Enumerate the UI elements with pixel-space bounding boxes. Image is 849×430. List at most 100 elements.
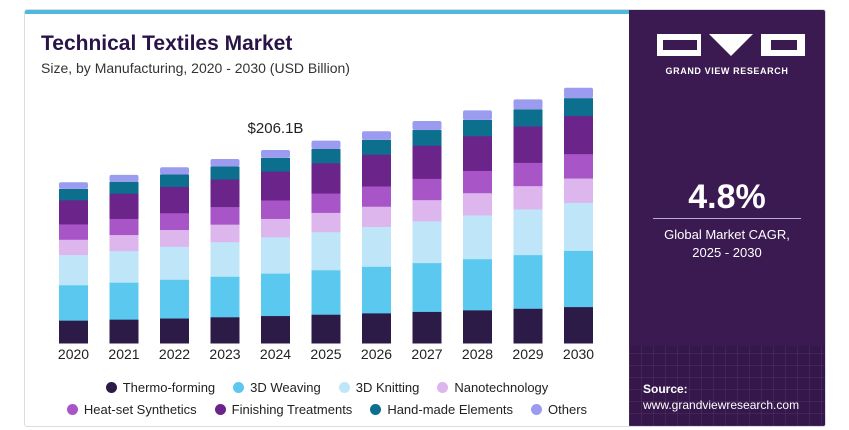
bar-segment-hand-made-elements (59, 188, 88, 201)
chart-card: Technical Textiles Market Size, by Manuf… (24, 9, 826, 427)
bar-segment-nanotechnology (160, 229, 189, 247)
x-tick-label: 2020 (58, 346, 89, 362)
legend-item: Hand-made Elements (370, 402, 513, 417)
divider (653, 218, 801, 219)
legend-swatch (531, 403, 543, 415)
bar-segment-3d-weaving (210, 276, 240, 318)
bar-segment-3d-weaving (261, 273, 290, 317)
bar-segment-thermo-forming (311, 314, 341, 344)
bar-segment-hand-made-elements (362, 139, 391, 155)
x-tick-label: 2025 (310, 346, 341, 362)
bar-segment-others (513, 99, 543, 110)
data-label: $206.1B (248, 120, 304, 137)
bar-segment-finishing-treatments (160, 186, 189, 214)
bar-segment-hand-made-elements (160, 174, 189, 187)
bar-segment-finishing-treatments (109, 193, 139, 219)
bar-segment-heat-set-synthetics (311, 193, 341, 213)
bar-segment-others (261, 150, 290, 158)
x-tick-label: 2023 (209, 346, 240, 362)
legend-label: Heat-set Synthetics (83, 401, 197, 417)
bar-segment-thermo-forming (362, 312, 391, 344)
legend-label: Finishing Treatments (231, 401, 353, 417)
bar-segment-heat-set-synthetics (160, 212, 189, 231)
bar-segment-nanotechnology (463, 192, 492, 216)
x-tick-label: 2026 (361, 346, 392, 362)
bar-segment-others (362, 131, 391, 140)
bar-segment-others (109, 174, 139, 182)
bar-segment-3d-weaving (463, 258, 492, 311)
bar-stack-2021 (109, 174, 139, 344)
legend-swatch (233, 381, 245, 393)
x-tick-label: 2029 (512, 346, 543, 362)
x-tick-label: 2024 (260, 346, 291, 362)
legend-label: 3D Weaving (250, 379, 321, 395)
bar-segment-heat-set-synthetics (261, 199, 290, 219)
bar-segment-heat-set-synthetics (412, 178, 442, 201)
bar-stack-2023 (210, 159, 240, 344)
legend-row: Heat-set Synthetics Finishing Treatments H… (25, 398, 629, 420)
bar-segment-others (564, 87, 593, 99)
bar-stack-2025 (311, 140, 341, 344)
bar-segment-heat-set-synthetics (463, 170, 492, 194)
bar-segment-others (59, 182, 88, 189)
bar-segment-finishing-treatments (513, 125, 543, 163)
bar-segment-hand-made-elements (564, 98, 593, 117)
bar-segment-others (412, 120, 442, 131)
legend-swatch (437, 381, 449, 393)
bar-segment-finishing-treatments (564, 115, 593, 155)
brand-name: GRAND VIEW RESEARCH (665, 66, 789, 76)
bar-segment-heat-set-synthetics (210, 206, 240, 225)
bar-segment-heat-set-synthetics (513, 162, 543, 187)
bar-segment-3d-knitting (412, 220, 442, 264)
bar-segment-hand-made-elements (311, 148, 341, 164)
bar-segment-finishing-treatments (463, 135, 492, 171)
bar-segment-heat-set-synthetics (564, 153, 593, 179)
bar-segment-others (210, 159, 240, 167)
bar-segment-thermo-forming (261, 315, 290, 344)
x-tick-label: 2027 (411, 346, 442, 362)
chart-legend: Thermo-forming 3D Weaving 3D Knitting Nanot… (25, 376, 629, 420)
source-link[interactable]: www.grandviewresearch.com (643, 398, 800, 412)
x-tick-label: 2022 (159, 346, 190, 362)
bar-stack-2024 (261, 150, 290, 344)
legend-label: Thermo-forming (122, 379, 216, 395)
legend-item: 3D Knitting (338, 379, 420, 395)
bar-segment-3d-weaving (513, 254, 543, 309)
legend-label: Nanotechnology (454, 379, 549, 395)
bar-segment-nanotechnology (412, 199, 442, 222)
bar-stack-2020 (59, 182, 88, 344)
bar-segment-3d-knitting (59, 254, 88, 286)
bar-segment-others (311, 140, 341, 149)
bar-segment-hand-made-elements (261, 157, 290, 172)
cagr-label-line-2: 2025 - 2030 (692, 245, 762, 260)
cagr-value: 4.8% (688, 178, 766, 216)
bar-stack-2022 (160, 167, 189, 344)
bar-segment-finishing-treatments (59, 199, 88, 225)
bar-segment-thermo-forming (210, 316, 240, 344)
bar-segment-nanotechnology (311, 212, 341, 233)
bar-segment-3d-weaving (412, 262, 442, 312)
bar-segment-nanotechnology (210, 224, 240, 243)
legend-swatch (105, 381, 117, 393)
legend-item: Heat-set Synthetics (66, 401, 197, 417)
bar-stack-2027 (412, 120, 442, 344)
bar-segment-3d-knitting (362, 226, 391, 267)
legend-item: Finishing Treatments (214, 401, 353, 417)
legend-label: 3D Knitting (355, 379, 420, 395)
x-tick-label: 2030 (563, 346, 594, 362)
bar-segment-nanotechnology (59, 239, 88, 256)
chart-subtitle: Size, by Manufacturing, 2020 - 2030 (USD… (41, 60, 350, 76)
bar-stack-2028 (463, 110, 492, 344)
bar-segment-thermo-forming (513, 308, 543, 344)
bar-segment-heat-set-synthetics (59, 223, 88, 240)
bar-segment-nanotechnology (109, 234, 139, 252)
bar-segment-nanotechnology (261, 218, 290, 238)
bar-segment-thermo-forming (160, 318, 189, 344)
bar-segment-3d-knitting (210, 241, 240, 277)
bar-segment-3d-weaving (109, 282, 139, 320)
bar-segment-thermo-forming (564, 306, 593, 344)
legend-label: Others (548, 401, 588, 417)
bar-segment-3d-knitting (109, 250, 139, 283)
bar-segment-others (463, 110, 492, 120)
bar-segment-heat-set-synthetics (109, 218, 139, 236)
